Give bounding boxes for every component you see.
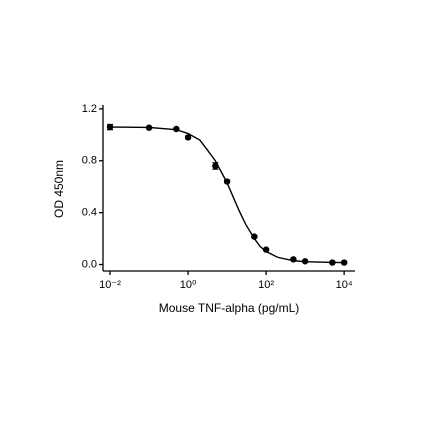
- y-axis-label: OD 450nm: [52, 160, 66, 218]
- x-tick-label: 10⁰: [180, 279, 197, 291]
- data-point: [262, 246, 270, 253]
- data-point: [290, 256, 297, 263]
- x-tick-label: 10²: [258, 279, 274, 291]
- y-tick-label: 0.8: [82, 155, 97, 167]
- data-point: [184, 134, 192, 141]
- x-tick-label: 10⁻²: [99, 279, 121, 291]
- y-tick-label: 0.4: [82, 207, 97, 219]
- x-axis-label: Mouse TNF-alpha (pg/mL): [159, 301, 300, 315]
- x-tick-label: 10⁴: [336, 279, 353, 291]
- fit-curve: [110, 126, 345, 264]
- y-tick-label: 1.2: [82, 103, 97, 115]
- y-tick-label: 0.0: [82, 258, 97, 270]
- data-point: [340, 259, 348, 266]
